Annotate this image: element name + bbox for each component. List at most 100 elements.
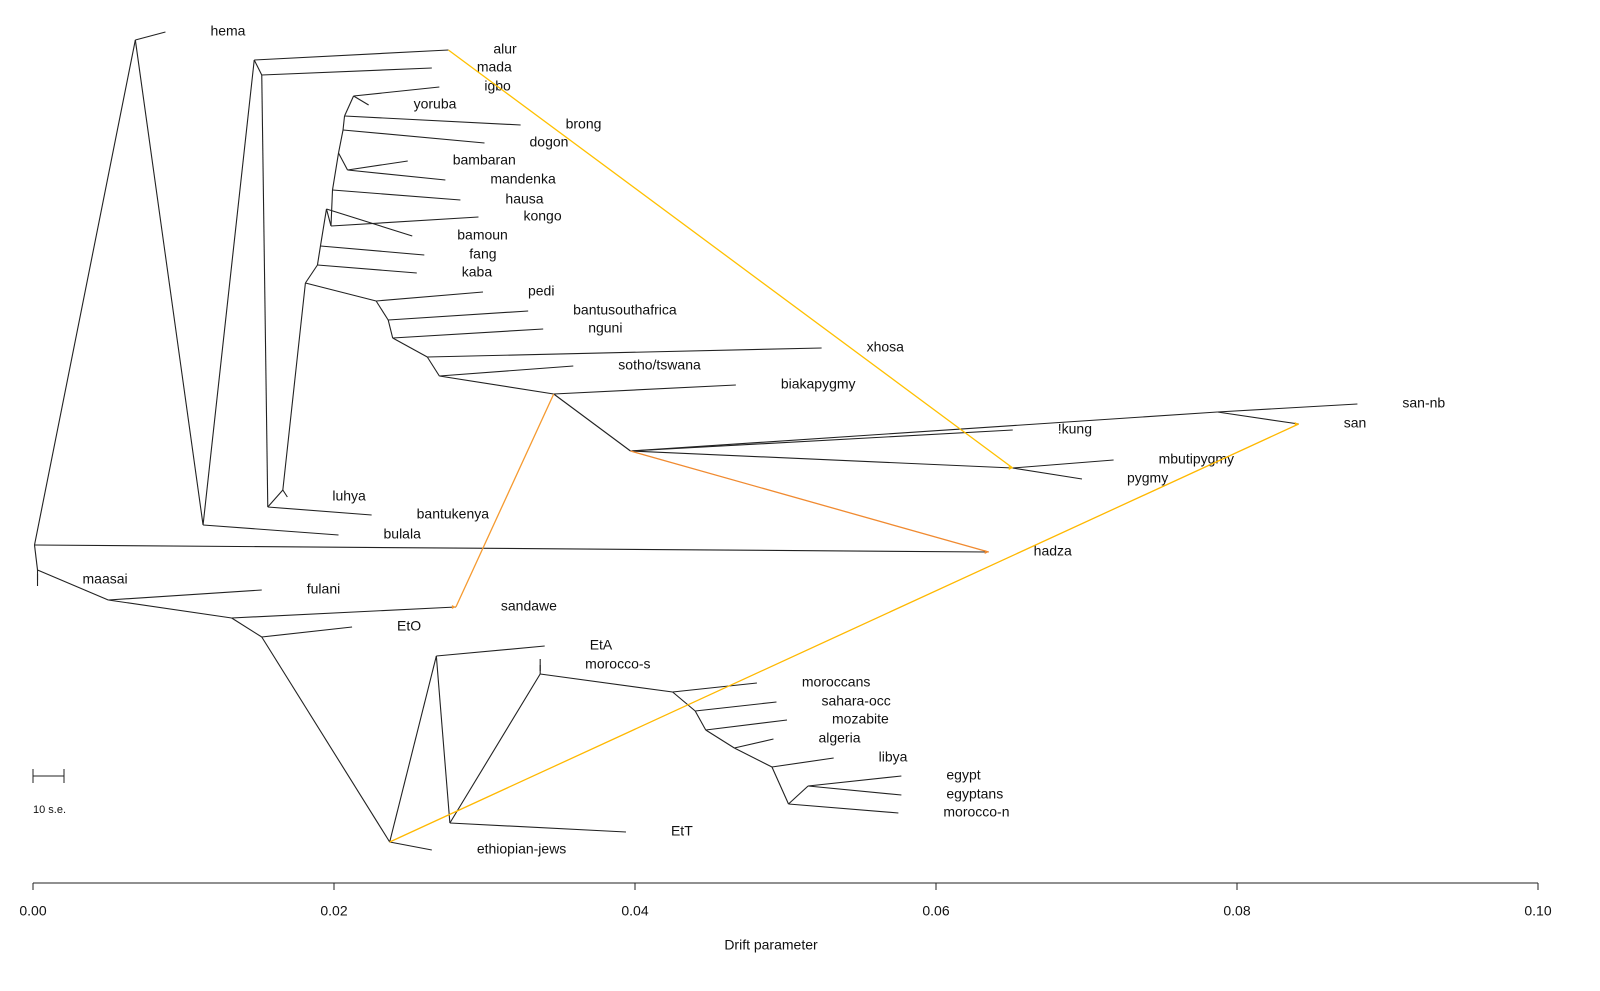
branch (439, 365, 574, 377)
migration-edge (389, 423, 1299, 843)
branch (231, 606, 456, 619)
branch (376, 291, 484, 302)
leaf-label: ethiopian-jews (477, 841, 567, 857)
leaf-label: kongo (523, 208, 561, 224)
migration-arrow (984, 550, 989, 554)
migration-arrow (1008, 466, 1013, 470)
leaf-label: hema (210, 23, 245, 39)
branch (330, 189, 334, 227)
branch (261, 74, 269, 508)
branch (426, 356, 440, 377)
branch (771, 766, 790, 805)
branch (540, 673, 673, 693)
leaf-label: sotho/tswana (618, 357, 701, 373)
branch (353, 86, 440, 97)
branch (108, 589, 262, 601)
x-axis-label: Drift parameter (724, 937, 818, 953)
migration-arrow (1294, 422, 1299, 426)
branch (449, 822, 626, 833)
leaf-label: xhosa (867, 339, 905, 355)
branch (672, 691, 696, 712)
branch (326, 208, 413, 237)
leaf-label: moroccans (802, 674, 870, 690)
leaf-label: hausa (505, 191, 543, 207)
branch (392, 337, 428, 358)
branch (553, 384, 736, 395)
branch (553, 393, 631, 452)
leaf-label: EtT (671, 823, 693, 839)
leaf-label: nguni (588, 320, 622, 336)
branch (331, 152, 340, 191)
leaf-label: egypt (946, 767, 980, 783)
x-tick-label: 0.02 (320, 903, 347, 919)
branch (319, 208, 328, 247)
branch (439, 375, 554, 395)
leaf-label: bambaran (453, 152, 516, 168)
branch (375, 300, 389, 321)
branch (808, 775, 902, 787)
branch (672, 682, 757, 693)
branch (1012, 459, 1114, 469)
leaf-label: brong (566, 116, 602, 132)
leaf-label: biakapygmy (781, 376, 856, 392)
branch (392, 328, 544, 339)
branch (134, 39, 204, 526)
branch (788, 803, 899, 814)
leaf-label: hadza (1034, 543, 1072, 559)
x-tick-label: 0.08 (1223, 903, 1250, 919)
scale-label: 10 s.e. (33, 804, 66, 816)
branch (33, 544, 39, 571)
branch (108, 599, 232, 619)
migration-edge (455, 393, 555, 608)
leaf-label: maasai (83, 571, 128, 587)
leaf-label: yoruba (414, 96, 457, 112)
branch (788, 785, 809, 805)
leaf-label: sahara-occ (821, 693, 890, 709)
branch (705, 719, 788, 731)
branch (353, 95, 369, 106)
branch (449, 673, 541, 824)
branch (389, 655, 437, 843)
leaf-label: egyptans (946, 786, 1003, 802)
leaf-label: alur (493, 41, 517, 57)
leaf-label: mandenka (490, 171, 556, 187)
leaf-label: pygmy (1127, 470, 1168, 486)
branch (342, 129, 485, 144)
branch (435, 655, 451, 824)
branch (320, 245, 425, 256)
branch (734, 747, 773, 768)
leaf-label: san (1344, 415, 1367, 431)
leaf-label: bantusouthafrica (573, 302, 677, 318)
branch (1217, 403, 1358, 413)
leaf-label: bulala (384, 526, 422, 542)
branch (694, 710, 707, 731)
branch (630, 411, 1218, 452)
branch (202, 59, 255, 526)
branch (304, 264, 318, 284)
branch (808, 785, 902, 796)
leaf-label: dogon (530, 134, 569, 150)
leaf-label: luhya (332, 488, 366, 504)
branch (337, 129, 344, 154)
leaf-label: !kung (1058, 421, 1092, 437)
leaf-label: EtA (590, 637, 613, 653)
leaf-label: pedi (528, 283, 554, 299)
leaf-label: bamoun (457, 227, 508, 243)
leaf-label: sandawe (501, 598, 557, 614)
branch (316, 245, 321, 266)
branch (325, 208, 332, 227)
branch (427, 347, 822, 358)
branch (388, 310, 529, 321)
migration-edge (630, 450, 989, 553)
branch (347, 169, 446, 181)
leaf-label: morocco-s (585, 656, 650, 672)
branch (389, 841, 432, 851)
branch (305, 282, 377, 302)
leaf-label: kaba (462, 264, 493, 280)
branch (342, 115, 346, 131)
leaf-label: mada (477, 59, 512, 75)
branch (695, 701, 777, 712)
branch (344, 115, 521, 126)
leaf-label: morocco-n (943, 804, 1009, 820)
